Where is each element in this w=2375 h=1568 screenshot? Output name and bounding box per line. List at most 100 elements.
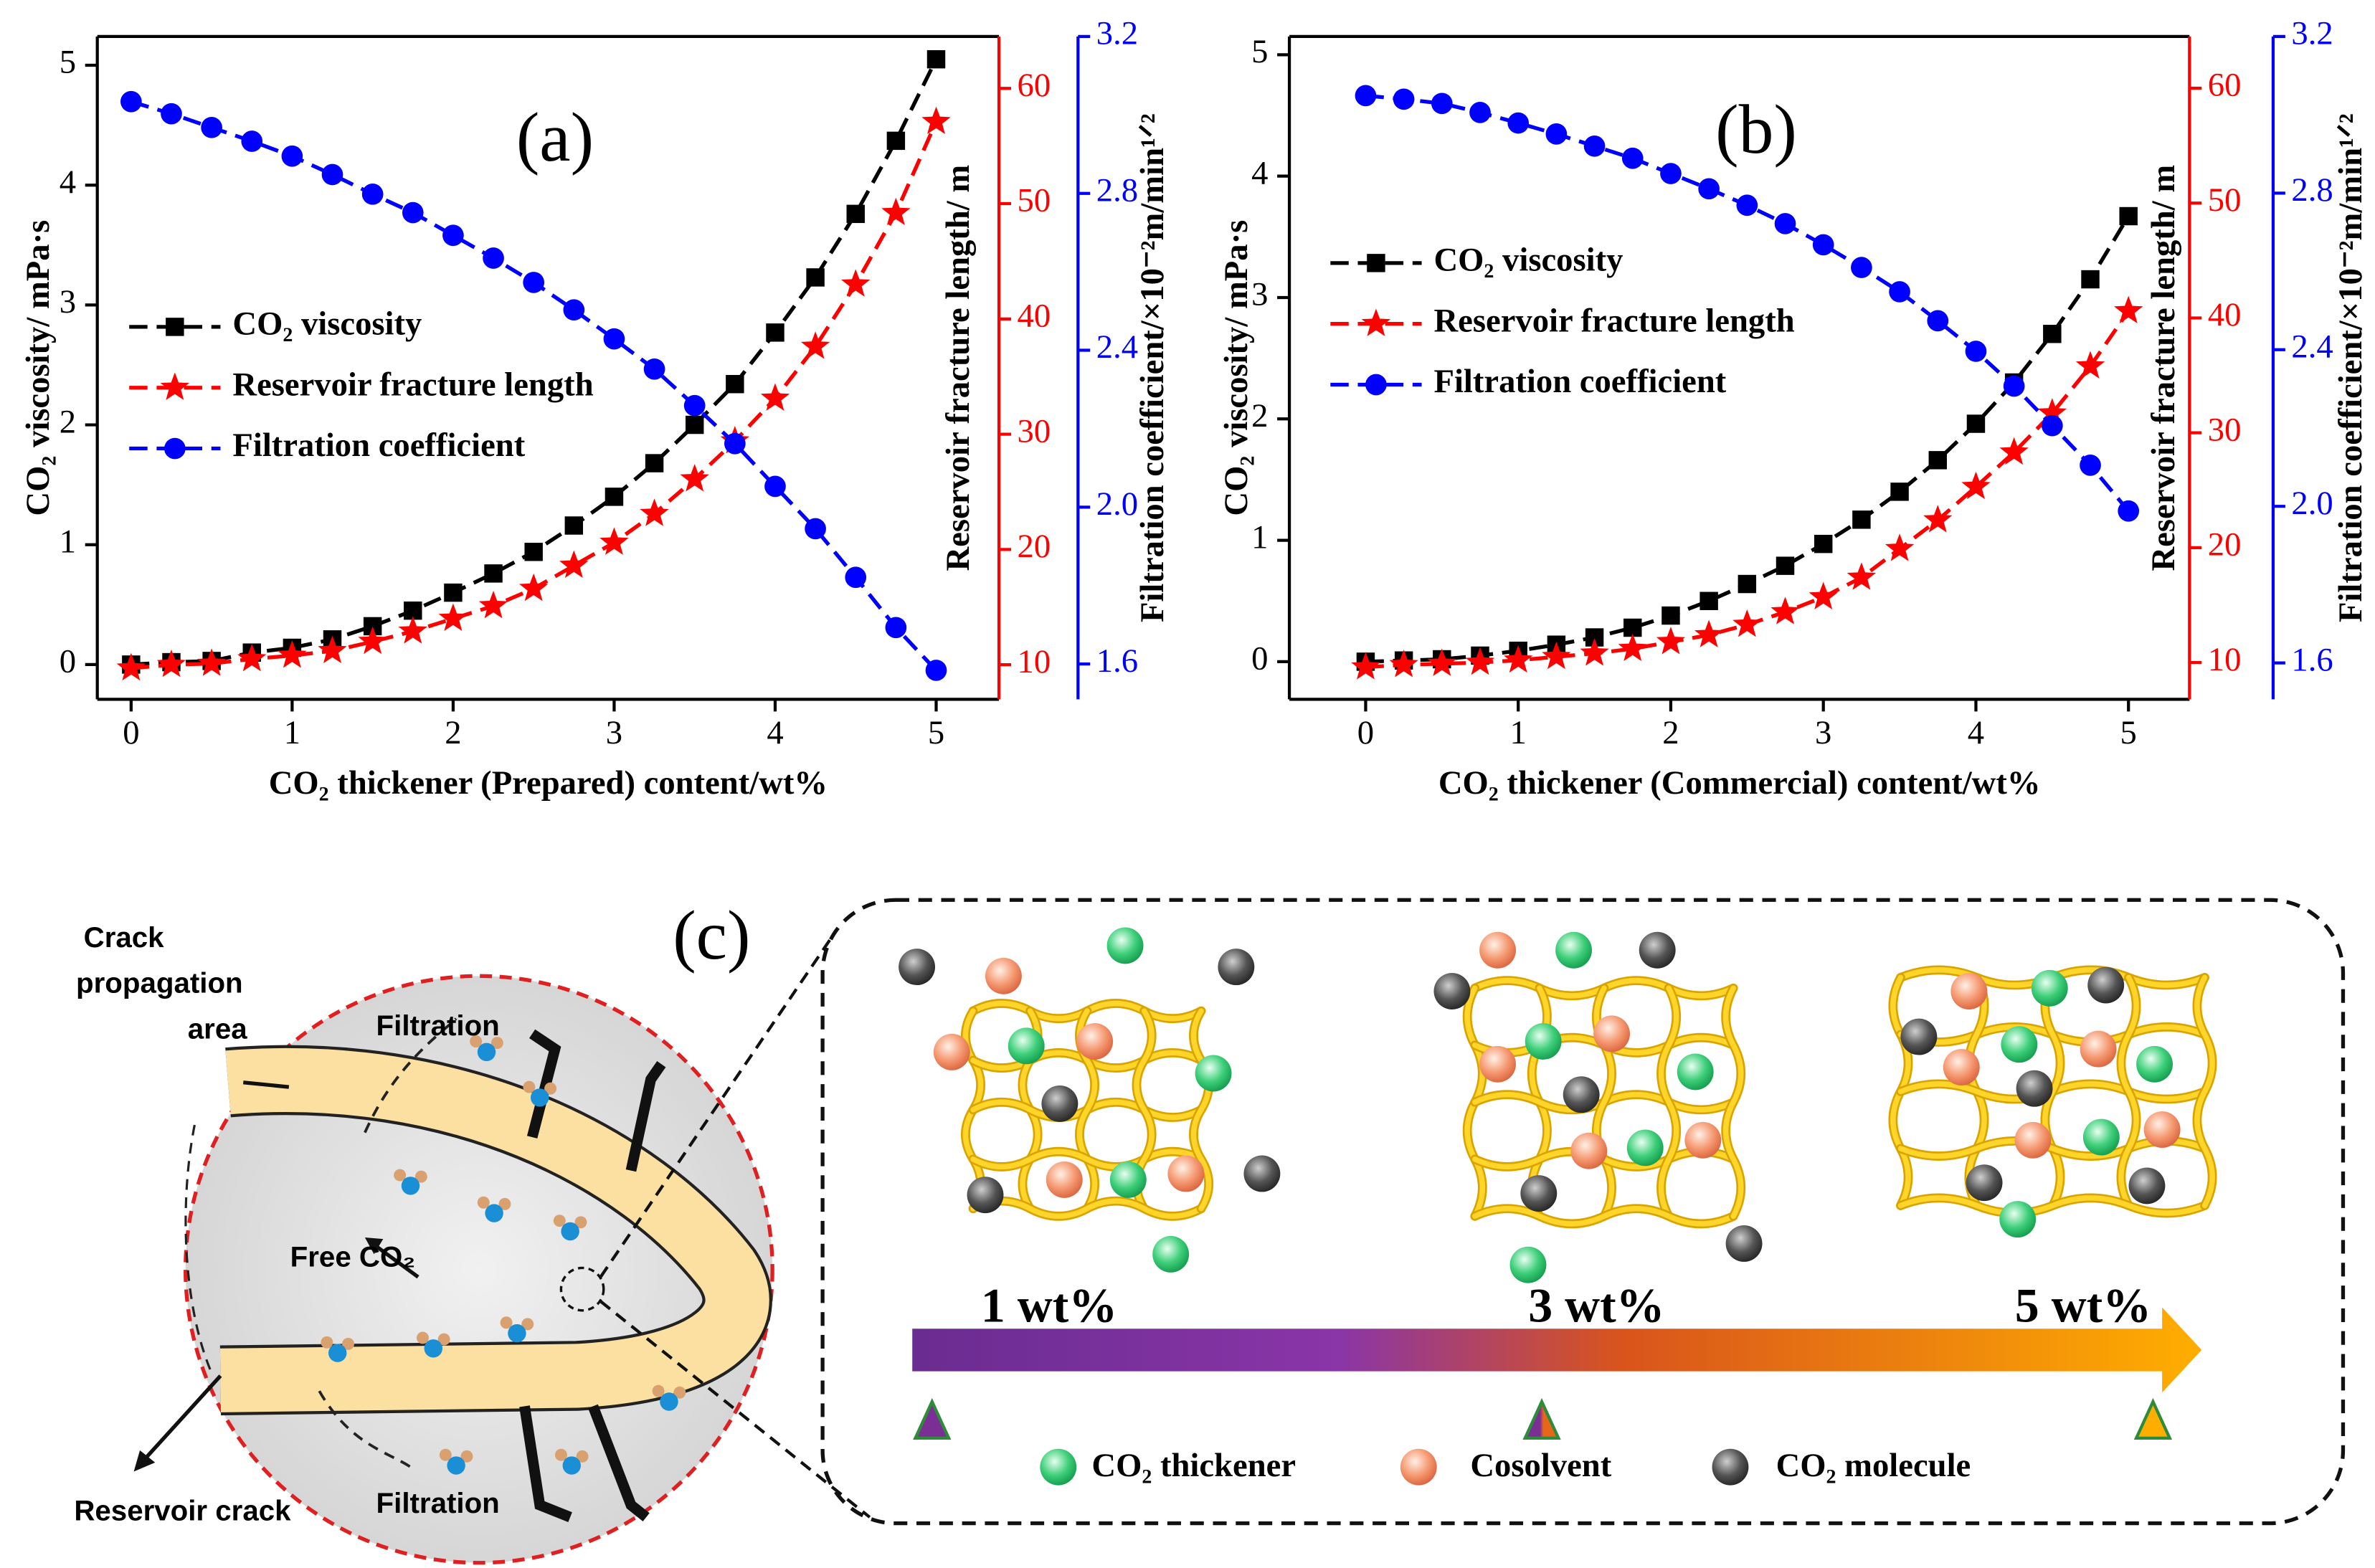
marker-star <box>680 464 709 492</box>
marker-star <box>1361 308 1391 336</box>
marker-star <box>116 652 146 681</box>
y2-tick-label: 40 <box>1018 298 1051 335</box>
y-tick-label: 0 <box>60 643 76 680</box>
molecule-ball <box>2001 1026 2038 1063</box>
rock-circle <box>184 974 774 1565</box>
marker-star <box>1427 648 1456 676</box>
y2-tick-label: 30 <box>1018 412 1051 450</box>
co2-atom <box>500 1316 513 1329</box>
y-tick-label: 4 <box>60 163 76 201</box>
reservoir-crack-label: Reservoir crack <box>74 1494 291 1526</box>
marker-star <box>841 269 871 297</box>
molecule-ball <box>1570 1132 1608 1169</box>
arrow <box>371 1242 419 1279</box>
marker-star <box>1618 633 1647 662</box>
molecule-ball <box>1966 1164 2003 1202</box>
molecule-ball <box>1167 1155 1205 1192</box>
marker-star <box>478 590 508 619</box>
marker-star <box>559 550 589 579</box>
legend-label: Reservoir fracture length <box>232 366 593 403</box>
crack-band <box>219 1048 769 1412</box>
molecule-ball <box>1712 1448 1749 1486</box>
front-dashed <box>364 1017 458 1134</box>
marker-square <box>605 488 624 506</box>
marker-star <box>438 603 468 632</box>
molecule-ball <box>1076 1023 1114 1060</box>
molecule-ball <box>1479 1045 1516 1083</box>
fracture-line <box>519 1405 572 1523</box>
marker-circle <box>2041 414 2063 437</box>
arrow <box>143 1374 222 1461</box>
y2-tick-label: 20 <box>1018 528 1051 565</box>
y-tick-label: 5 <box>1251 33 1268 70</box>
molecule-ball <box>2014 1121 2052 1159</box>
marker-circle <box>483 247 504 269</box>
co2-atom <box>439 1448 452 1461</box>
marker-circle <box>885 617 907 639</box>
y3-axis-title: Filtration coefficient/×10⁻²m/min¹ᐟ² <box>1134 113 1171 622</box>
y-tick-label: 3 <box>60 283 76 320</box>
marker-star <box>599 527 629 555</box>
y3-tick-label: 2.8 <box>1096 171 1138 209</box>
co2-atom <box>576 1450 589 1463</box>
molecule-ball <box>2031 969 2068 1007</box>
molecule-ball <box>1677 1053 1714 1091</box>
polymer-strand <box>2194 974 2215 1209</box>
marker-circle <box>523 272 545 293</box>
panel-label: (c) <box>673 897 750 974</box>
co2-atom <box>508 1324 526 1343</box>
marker-circle <box>805 518 826 540</box>
panel-label: (a) <box>516 99 594 176</box>
co2-atom <box>544 1082 557 1095</box>
y-axis-title: CO₂ viscosity/ mPa·s <box>19 220 57 516</box>
molecule-ball <box>1999 1201 2037 1238</box>
co2-atom <box>574 1216 587 1229</box>
legend-label: CO₂ molecule <box>1776 1447 1971 1484</box>
co2-atom <box>673 1386 686 1399</box>
molecule-ball <box>1106 927 1144 964</box>
x-axis-title: CO₂ thickener (Commercial) content/wt% <box>1438 764 2041 802</box>
legend-label: CO₂ thickener <box>1091 1447 1296 1484</box>
co2-atom <box>553 1215 566 1227</box>
marker-square <box>444 583 463 602</box>
x-tick-label: 0 <box>1357 714 1374 751</box>
marker-circle <box>321 163 343 186</box>
molecule-ball <box>1626 1129 1664 1167</box>
filtration-label: Filtration <box>376 1487 500 1519</box>
y-tick-label: 5 <box>60 44 76 81</box>
legend-label: CO₂ viscosity <box>1433 242 1623 279</box>
marker-circle <box>161 103 182 125</box>
marker-star <box>640 498 669 526</box>
marker-circle <box>764 475 786 498</box>
marker-star <box>2114 295 2143 324</box>
marker-circle <box>241 130 263 152</box>
marker-square <box>1966 414 1986 433</box>
molecule-ball <box>1152 1235 1190 1273</box>
co2-atom <box>485 1204 503 1222</box>
marker-circle <box>643 358 665 380</box>
y3-tick-label: 2.0 <box>2291 485 2333 522</box>
crack-label: area <box>188 1012 247 1045</box>
marker-square <box>524 543 543 561</box>
marker-circle <box>1927 310 1949 332</box>
panel-label: (b) <box>1715 91 1797 168</box>
marker-square <box>645 454 664 472</box>
marker-star <box>760 383 790 411</box>
marker-circle <box>1889 281 1910 303</box>
marker-star <box>237 643 267 672</box>
molecule-ball <box>2082 1118 2120 1156</box>
y3-tick-label: 2.8 <box>2291 171 2333 209</box>
y-tick-label: 4 <box>1251 154 1268 191</box>
x-tick-label: 3 <box>606 714 622 751</box>
marker-circle <box>361 183 384 205</box>
molecule-ball <box>1109 1161 1147 1198</box>
marker-circle <box>925 660 947 681</box>
marker-star <box>358 626 387 655</box>
marker-circle <box>120 90 142 113</box>
x-tick-label: 4 <box>1968 714 1984 751</box>
marker-star <box>881 197 911 226</box>
fracture-line <box>526 1029 561 1139</box>
co2-atom <box>523 1080 536 1093</box>
co2-atom <box>562 1456 581 1475</box>
legend-label: Filtration coefficient <box>1433 363 1726 400</box>
